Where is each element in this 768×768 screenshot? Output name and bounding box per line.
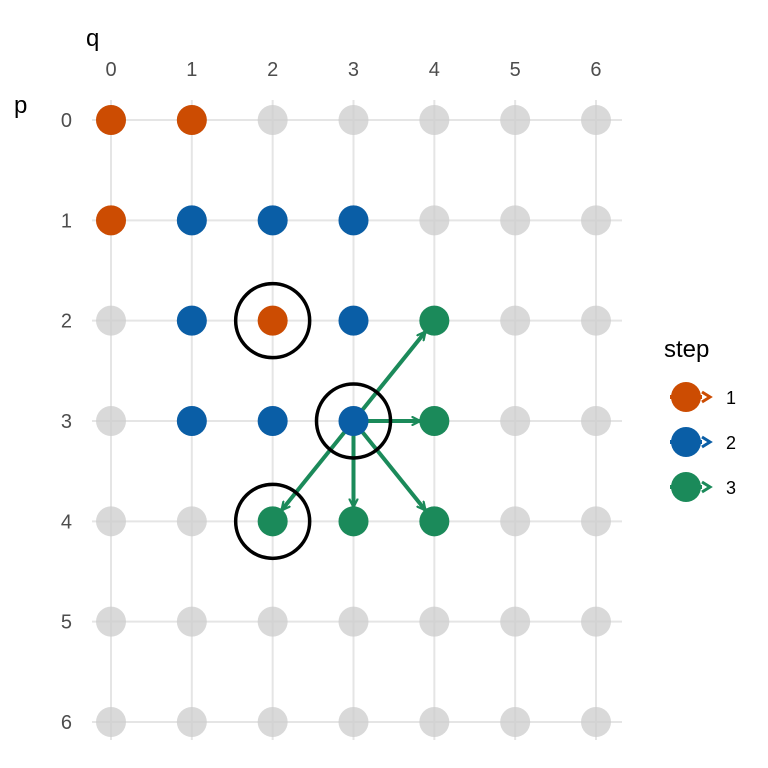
background-point bbox=[580, 506, 611, 537]
point-step-2 bbox=[338, 305, 369, 336]
x-tick-label: 2 bbox=[267, 59, 278, 81]
background-point bbox=[419, 606, 450, 637]
legend-key-arrow-1 bbox=[701, 390, 713, 404]
background-point bbox=[500, 205, 531, 236]
highlight-circles bbox=[233, 281, 393, 561]
background-point bbox=[176, 606, 207, 637]
background-point bbox=[338, 105, 369, 135]
background-point bbox=[500, 305, 531, 336]
point-step-3 bbox=[419, 305, 450, 336]
background-point bbox=[500, 606, 531, 637]
point-step-1 bbox=[96, 205, 126, 236]
point-step-2 bbox=[338, 205, 369, 236]
x-axis-title: q bbox=[86, 25, 99, 52]
background-point bbox=[338, 706, 369, 737]
background-point bbox=[257, 706, 288, 737]
background-point bbox=[176, 706, 207, 737]
arrow-4 bbox=[351, 419, 428, 512]
legend-key-point-3 bbox=[671, 472, 701, 502]
legend-key-arrow-3 bbox=[701, 480, 713, 494]
background-points bbox=[96, 105, 611, 737]
background-point bbox=[338, 606, 369, 637]
y-tick-label: 1 bbox=[61, 210, 72, 232]
y-axis-title: p bbox=[14, 92, 27, 119]
point-step-3 bbox=[338, 506, 369, 537]
point-step-2 bbox=[176, 205, 207, 236]
y-tick-label: 2 bbox=[61, 311, 72, 333]
legend-label: 2 bbox=[726, 433, 736, 453]
background-point bbox=[580, 205, 611, 236]
y-tick-label: 0 bbox=[61, 110, 72, 132]
point-step-2 bbox=[257, 405, 288, 436]
y-tick-label: 6 bbox=[61, 712, 72, 734]
legend-key-arrow-2 bbox=[701, 435, 713, 449]
y-tick-label: 4 bbox=[61, 511, 72, 533]
background-point bbox=[580, 105, 611, 135]
background-point bbox=[500, 506, 531, 537]
y-tick-label: 5 bbox=[61, 612, 72, 634]
background-point bbox=[580, 706, 611, 737]
point-step-2 bbox=[257, 205, 288, 236]
background-point bbox=[500, 105, 531, 135]
x-tick-label: 0 bbox=[105, 59, 116, 81]
point-step-3 bbox=[257, 506, 288, 537]
highlight-circle bbox=[233, 281, 312, 360]
point-step-3 bbox=[419, 405, 450, 436]
background-point bbox=[580, 305, 611, 336]
background-point bbox=[580, 606, 611, 637]
point-step-1 bbox=[96, 105, 126, 135]
x-tick-label: 6 bbox=[590, 59, 601, 81]
point-step-2 bbox=[176, 405, 207, 436]
legend: step 1 2 3 bbox=[664, 336, 736, 502]
x-tick-label: 4 bbox=[429, 59, 440, 81]
background-point bbox=[176, 506, 207, 537]
legend-label: 3 bbox=[726, 478, 736, 498]
y-tick-label: 3 bbox=[61, 411, 72, 433]
background-point bbox=[96, 305, 126, 336]
axes: q p 0 1 2 3 4 5 6 0 1 2 3 4 5 6 bbox=[14, 25, 602, 734]
highlight-circle bbox=[233, 482, 312, 561]
background-point bbox=[96, 405, 126, 436]
background-point bbox=[257, 606, 288, 637]
legend-title: step bbox=[664, 336, 709, 363]
point-step-1 bbox=[176, 105, 207, 135]
legend-label: 1 bbox=[726, 388, 736, 408]
point-step-2 bbox=[338, 405, 369, 436]
legend-key-point-2 bbox=[671, 427, 701, 457]
background-point bbox=[96, 606, 126, 637]
background-point bbox=[419, 706, 450, 737]
arrow-5 bbox=[279, 419, 356, 512]
step-points bbox=[96, 105, 450, 537]
background-point bbox=[257, 105, 288, 135]
point-step-1 bbox=[257, 305, 288, 336]
legend-key-point-1 bbox=[671, 382, 701, 412]
x-tick-label: 5 bbox=[510, 59, 521, 81]
x-tick-label: 1 bbox=[186, 59, 197, 81]
background-point bbox=[96, 506, 126, 537]
arrow-1 bbox=[351, 330, 428, 423]
background-point bbox=[419, 105, 450, 135]
highlight-circle bbox=[314, 382, 393, 460]
background-point bbox=[500, 706, 531, 737]
x-tick-label: 3 bbox=[348, 59, 359, 81]
point-step-3 bbox=[419, 506, 450, 537]
background-point bbox=[500, 405, 531, 436]
background-point bbox=[96, 706, 126, 737]
point-step-2 bbox=[176, 305, 207, 336]
background-point bbox=[419, 205, 450, 236]
background-point bbox=[580, 405, 611, 436]
